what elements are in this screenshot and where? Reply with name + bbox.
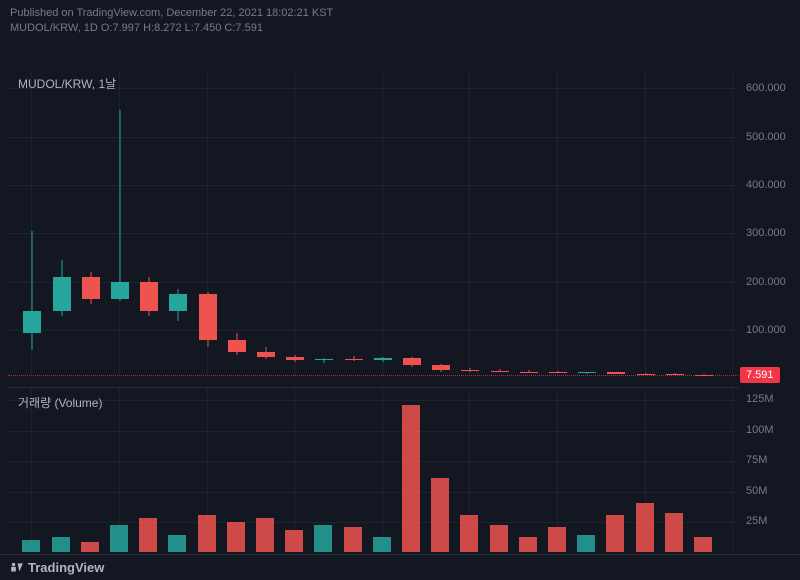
grid-line <box>732 69 733 379</box>
volume-bar[interactable] <box>227 522 245 551</box>
candle-body <box>607 372 625 374</box>
grid-line <box>8 233 738 234</box>
volume-bar[interactable] <box>52 537 70 552</box>
y-axis-label: 500.000 <box>746 131 786 143</box>
candle-body <box>169 294 187 311</box>
y-axis-label: 50M <box>746 485 767 497</box>
chart-header: Published on TradingView.com, December 2… <box>0 0 800 39</box>
grid-line <box>382 69 383 379</box>
volume-pane[interactable]: 거래량 (Volume) <box>8 387 738 552</box>
volume-bar[interactable] <box>402 405 420 552</box>
grid-line <box>8 330 738 331</box>
grid-line <box>294 388 295 552</box>
candle-wick <box>119 110 120 301</box>
candle-body <box>345 359 363 360</box>
volume-y-axis: 25M 50M 75M 100M 125M <box>740 387 798 552</box>
candle-body <box>82 277 100 299</box>
grid-line <box>294 69 295 379</box>
grid-line <box>8 137 738 138</box>
price-pane[interactable]: MUDOL/KRW, 1날 <box>8 69 738 379</box>
candle-body <box>520 372 538 373</box>
volume-bar[interactable] <box>285 530 303 552</box>
y-axis-label: 25M <box>746 515 767 527</box>
candle-body <box>374 358 392 360</box>
grid-line <box>8 492 738 493</box>
volume-bar[interactable] <box>256 518 274 552</box>
volume-bar[interactable] <box>577 535 595 552</box>
candle-body <box>461 370 479 371</box>
volume-bar[interactable] <box>373 537 391 552</box>
candle-body <box>228 340 246 352</box>
volume-pane-title: 거래량 (Volume) <box>18 394 102 411</box>
candle-body <box>315 359 333 360</box>
volume-bar[interactable] <box>665 513 683 552</box>
volume-bar[interactable] <box>168 535 186 552</box>
footer: TradingView <box>0 554 800 580</box>
volume-bar[interactable] <box>431 478 449 551</box>
candle-body <box>140 282 158 311</box>
candle-body <box>286 357 304 360</box>
grid-line <box>732 388 733 552</box>
grid-line <box>8 400 738 401</box>
y-axis-label: 100.000 <box>746 324 786 336</box>
y-axis-label: 300.000 <box>746 227 786 239</box>
current-price-line <box>8 375 738 376</box>
y-axis-label: 75M <box>746 454 767 466</box>
price-y-axis: 100.000 200.000 300.000 400.000 500.000 600.0… <box>740 69 798 379</box>
current-price-tag: 7.591 <box>740 367 780 383</box>
grid-line <box>31 388 32 552</box>
volume-bar[interactable] <box>606 515 624 552</box>
candle-body <box>578 372 596 373</box>
candle-body <box>199 294 217 340</box>
chart-container: MUDOL/KRW, 1날 100.000 200.000 300.000 400.0… <box>0 39 800 569</box>
volume-bar[interactable] <box>694 537 712 552</box>
candle-body <box>637 374 655 375</box>
grid-line <box>8 461 738 462</box>
grid-line <box>8 88 738 89</box>
published-line: Published on TradingView.com, December 2… <box>10 6 790 21</box>
grid-line <box>8 522 738 523</box>
volume-bar[interactable] <box>81 542 99 552</box>
candle-body <box>257 352 275 357</box>
candle-body <box>549 372 567 373</box>
y-axis-label: 200.000 <box>746 276 786 288</box>
y-axis-label: 600.000 <box>746 82 786 94</box>
grid-line <box>469 69 470 379</box>
volume-bar[interactable] <box>198 515 216 552</box>
volume-bar[interactable] <box>344 527 362 551</box>
volume-bar[interactable] <box>110 525 128 552</box>
tradingview-logo[interactable]: TradingView <box>10 560 104 575</box>
candle-body <box>403 358 421 365</box>
candle-body <box>432 365 450 370</box>
candle-body <box>666 374 684 375</box>
grid-line <box>645 69 646 379</box>
grid-line <box>557 69 558 379</box>
grid-line <box>382 388 383 552</box>
volume-bar[interactable] <box>636 503 654 552</box>
tv-logo-icon <box>10 561 24 575</box>
volume-bar[interactable] <box>519 537 537 552</box>
grid-line <box>8 185 738 186</box>
grid-line <box>8 431 738 432</box>
volume-bar[interactable] <box>314 525 332 552</box>
y-axis-label: 400.000 <box>746 179 786 191</box>
y-axis-label: 125M <box>746 393 774 405</box>
volume-bar[interactable] <box>22 540 40 552</box>
volume-bar[interactable] <box>490 525 508 552</box>
candle-body <box>53 277 71 311</box>
volume-bar[interactable] <box>548 527 566 551</box>
volume-bar[interactable] <box>460 515 478 552</box>
tv-logo-text: TradingView <box>28 560 104 575</box>
price-pane-title: MUDOL/KRW, 1날 <box>18 75 116 92</box>
candle-body <box>23 311 41 333</box>
candle-body <box>111 282 129 299</box>
candle-body <box>695 375 713 376</box>
volume-bar[interactable] <box>139 518 157 552</box>
ohlc-line: MUDOL/KRW, 1D O:7.997 H:8.272 L:7.450 C:… <box>10 21 790 36</box>
candle-body <box>491 371 509 372</box>
y-axis-label: 100M <box>746 424 774 436</box>
